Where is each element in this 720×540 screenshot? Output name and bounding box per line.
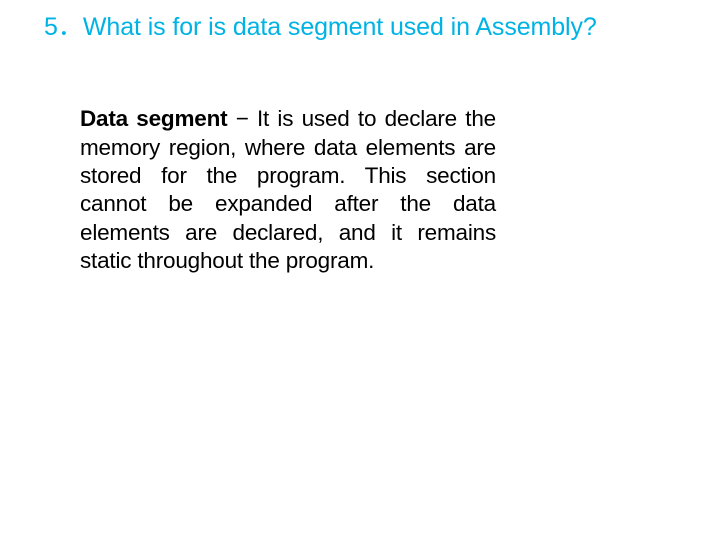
term-definition: − It is used to declare the memory regio…	[80, 106, 496, 273]
term-label: Data segment	[80, 106, 227, 131]
question-title: What is for is data segment used in Asse…	[83, 13, 597, 41]
question-number: 5．	[44, 13, 83, 41]
slide-container: 5．What is for is data segment used in As…	[0, 0, 720, 540]
slide-title-region: 5．What is for is data segment used in As…	[38, 8, 682, 47]
slide-body-region: Data segment − It is used to declare the…	[38, 105, 682, 275]
answer-paragraph: Data segment − It is used to declare the…	[80, 105, 496, 275]
